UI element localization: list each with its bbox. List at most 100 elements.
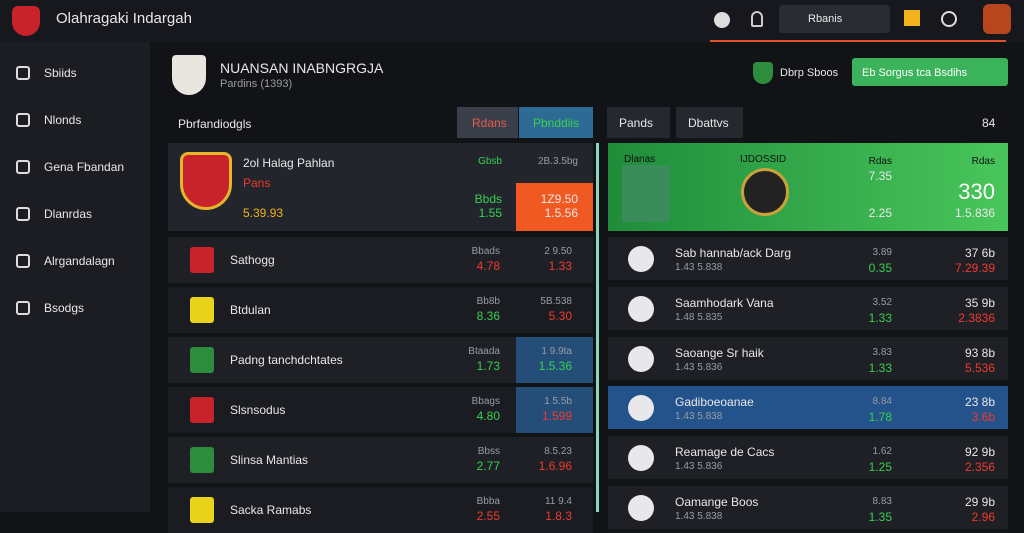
odds-label: 8.5.23	[544, 446, 572, 457]
odds: Bbds	[474, 192, 502, 206]
match-row[interactable]	[168, 287, 593, 333]
odds: 1.78	[868, 410, 892, 425]
odds-highlight[interactable]	[516, 337, 593, 383]
odds: 2.3836	[958, 310, 995, 325]
odds: 1.599	[541, 409, 572, 423]
nav-icon[interactable]	[16, 113, 30, 127]
team-sub: 1.43 5.836	[675, 461, 723, 473]
tab-label: Dbattvs	[688, 116, 729, 130]
team-logo	[190, 497, 214, 523]
featured-value: 5.39.93	[243, 206, 284, 220]
odds-label: 5B.538	[540, 296, 572, 307]
match-row[interactable]	[608, 237, 1008, 280]
team-logo	[190, 397, 214, 423]
odds: 2.96	[971, 510, 995, 524]
odds: 5.536	[964, 360, 995, 375]
odds-label: 3.89	[872, 247, 892, 258]
odds: 1.5.56	[544, 206, 578, 220]
odds: 1.5.836	[954, 206, 995, 220]
nav-item: Dlanrdas	[44, 207, 93, 221]
logo[interactable]	[12, 6, 40, 36]
team-name: Gadiboeoanae	[675, 395, 754, 410]
odds: 4.80	[476, 409, 500, 423]
team-logo	[628, 395, 654, 422]
odds-label: Rdas	[971, 156, 995, 167]
odds-label: 29 9b	[964, 495, 995, 509]
odds-highlight[interactable]	[516, 183, 593, 231]
match-row[interactable]	[608, 286, 1008, 330]
team-name: Btdulan	[230, 303, 271, 317]
odds-label: Rdas	[868, 156, 892, 167]
odds: 2.25	[868, 206, 892, 220]
odds-label: 2 9.50	[544, 246, 572, 257]
odds-label: 3.52	[872, 296, 892, 308]
match-row[interactable]	[168, 237, 593, 283]
bell-icon[interactable]	[751, 11, 763, 27]
odds: 2.55	[476, 509, 500, 523]
search-box[interactable]	[779, 5, 890, 33]
tab-label: Pands	[619, 116, 654, 130]
team-name: Oamange Boos	[675, 495, 759, 509]
search-text: Rbanis	[808, 13, 843, 25]
team-name: Slinsa Mantias	[230, 453, 309, 467]
team-name: Reamage de Cacs	[675, 445, 775, 460]
chat-icon[interactable]	[714, 12, 730, 28]
nav-item: Gena Fbandan	[44, 160, 125, 174]
odds-label: 92 9b	[964, 445, 995, 460]
featured-label: Dlanas	[624, 154, 656, 165]
team-sub: 1.43 5.838	[675, 511, 723, 522]
odds: 1.8.3	[545, 509, 572, 523]
settings-icon[interactable]	[941, 11, 957, 27]
nav-icon[interactable]	[16, 254, 30, 268]
odds: 4.78	[476, 259, 500, 273]
nav-item: Nlonds	[44, 113, 82, 127]
tab-active[interactable]	[519, 107, 593, 138]
wallet-icon[interactable]	[904, 10, 920, 26]
team-logo	[190, 247, 214, 273]
odds: 1.35	[868, 510, 892, 524]
match-row[interactable]	[608, 436, 1008, 480]
odds: 1.55	[478, 206, 502, 220]
odds-label: 3.83	[872, 346, 892, 358]
underline	[710, 40, 1006, 42]
panel-label: Pbrfandiodgls	[178, 117, 252, 131]
crest	[741, 168, 789, 216]
odds-label: Bb8b	[476, 296, 500, 307]
team-logo	[628, 246, 654, 272]
odds: 2.356	[964, 460, 995, 475]
odds-label: Bbags	[471, 396, 500, 407]
odds-label: 1 9.9ta	[541, 346, 572, 357]
scrollbar[interactable]	[596, 143, 599, 512]
app: Olahragaki Indargah Rbanis NUANSAN INABN…	[0, 4, 1011, 533]
team-logo	[190, 297, 214, 323]
nav-icon[interactable]	[16, 160, 30, 174]
match-row[interactable]	[608, 486, 1008, 529]
nav-icon[interactable]	[16, 207, 30, 221]
match-row[interactable]	[168, 437, 593, 483]
tab[interactable]	[457, 107, 518, 138]
page-title: NUANSAN INABNGRGJA	[220, 60, 384, 76]
match-row[interactable]	[608, 386, 1008, 430]
team-logo	[190, 347, 214, 373]
tab[interactable]	[676, 107, 743, 138]
odds: 1.33	[548, 259, 572, 273]
odds: 330	[958, 179, 995, 204]
tab[interactable]	[607, 107, 670, 138]
match-row[interactable]	[608, 336, 1008, 380]
odds-label: 37 6b	[964, 246, 995, 260]
team-name: Saoange Sr haik	[675, 345, 764, 360]
odds-label: 1 5.5b	[544, 396, 572, 407]
nav-icon[interactable]	[16, 66, 30, 80]
team-shield	[172, 55, 206, 95]
odds: 2B.3.5bg	[537, 156, 578, 167]
team-name: Sathogg	[230, 253, 275, 267]
team-sub: 1.43 5.838	[675, 262, 723, 273]
featured-card[interactable]	[608, 143, 1008, 231]
odds-label: 93 8b	[964, 345, 995, 360]
odds: 2.77	[476, 459, 500, 473]
nav-icon[interactable]	[16, 301, 30, 315]
odds-highlight[interactable]	[516, 387, 593, 433]
primary-button[interactable]	[852, 58, 1008, 86]
odds: 1.25	[868, 460, 892, 475]
avatar[interactable]	[983, 4, 1011, 34]
